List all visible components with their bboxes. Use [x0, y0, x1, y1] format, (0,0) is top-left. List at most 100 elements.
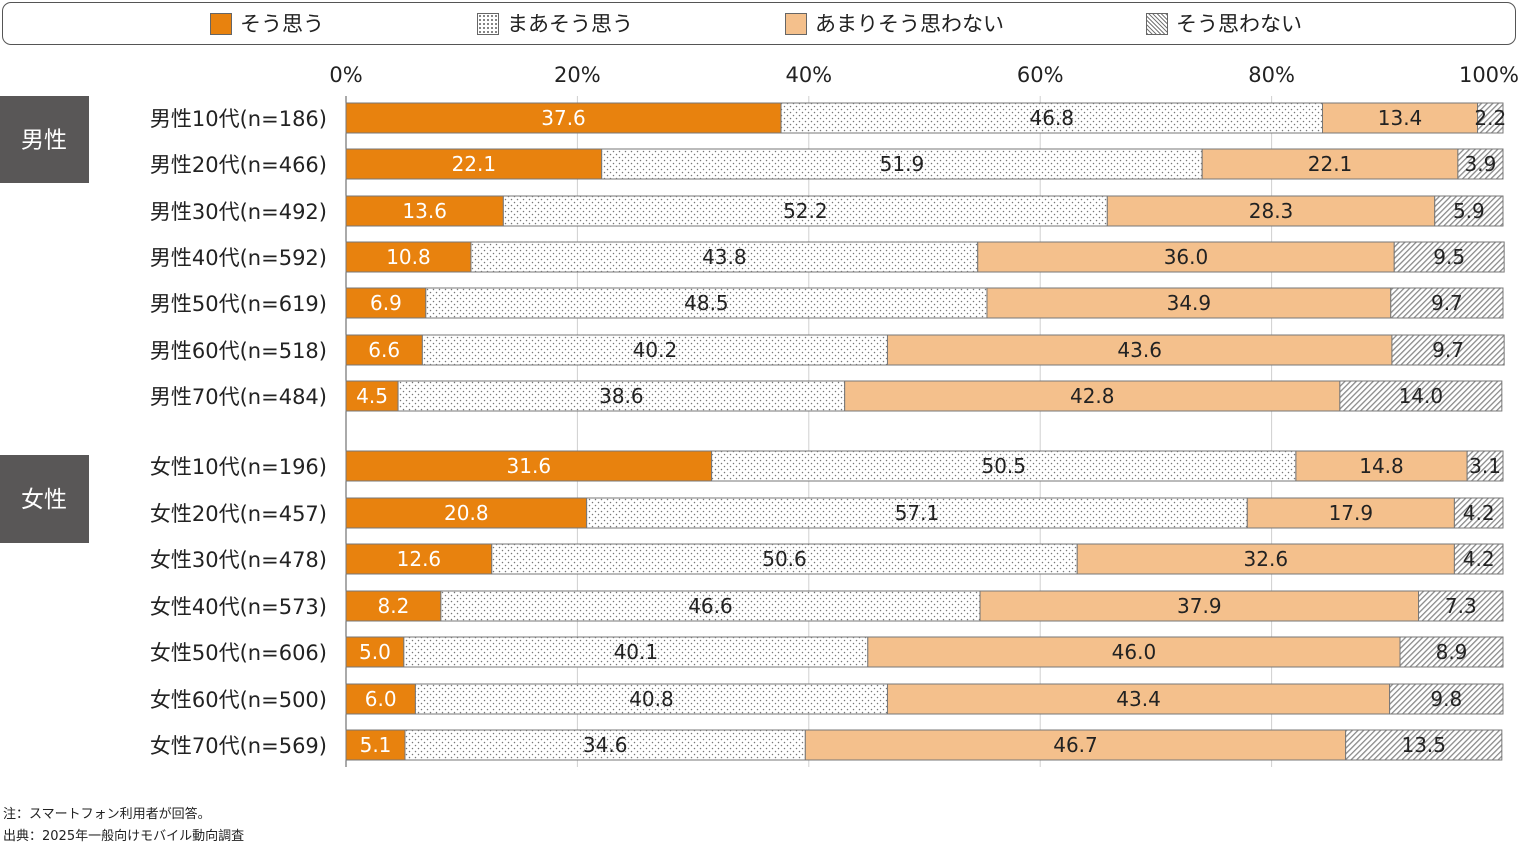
bar-segment — [1418, 590, 1504, 622]
data-label: 3.1 — [1469, 454, 1501, 478]
data-label: 6.0 — [365, 687, 397, 711]
data-label: 46.6 — [688, 594, 733, 618]
data-label: 8.2 — [378, 594, 410, 618]
data-label: 12.6 — [397, 547, 442, 571]
row-label: 女性20代(n=457) — [150, 502, 327, 526]
data-label: 34.6 — [583, 733, 628, 757]
data-label: 43.4 — [1116, 687, 1161, 711]
bar-segment — [804, 729, 1347, 761]
data-label: 10.8 — [386, 245, 431, 269]
data-label: 5.1 — [360, 733, 392, 757]
legend-swatch-0 — [210, 13, 232, 35]
legend-swatch-1 — [477, 13, 499, 35]
bar-segment — [1399, 636, 1504, 668]
data-label: 46.7 — [1053, 733, 1098, 757]
bar-segment — [886, 683, 1391, 715]
source-note: 出典：2025年一般向けモバイル動向調査 — [3, 829, 245, 844]
group-header-label: 女性 — [21, 487, 67, 513]
x-axis-ticks: 0% 20% 40% 60% 80% 100% — [329, 63, 1519, 87]
data-label: 20.8 — [444, 501, 489, 525]
data-label: 6.6 — [368, 338, 400, 362]
bar-segment — [1322, 102, 1479, 134]
bar-segment — [1246, 497, 1455, 529]
legend-item-3: そう思わない — [1146, 11, 1302, 37]
row-label: 女性40代(n=573) — [150, 595, 327, 619]
legend-label-2: あまりそう思わない — [815, 12, 1004, 36]
data-label: 46.8 — [1030, 106, 1075, 130]
row-label: 女性50代(n=606) — [150, 641, 327, 665]
bar-segment — [1453, 497, 1504, 529]
bar-segment — [345, 102, 782, 134]
bar-segment — [1106, 195, 1436, 227]
data-label: 37.9 — [1177, 594, 1222, 618]
legend-swatch-3 — [1146, 13, 1168, 35]
data-label: 48.5 — [684, 291, 729, 315]
data-label: 13.5 — [1401, 733, 1446, 757]
data-label: 14.0 — [1399, 384, 1444, 408]
bar-segment — [397, 380, 846, 412]
data-label: 32.6 — [1244, 547, 1289, 571]
row-label: 男性10代(n=186) — [150, 107, 327, 131]
row-label: 女性10代(n=196) — [150, 455, 327, 479]
data-label: 51.9 — [880, 152, 925, 176]
legend-item-0: そう思う — [210, 11, 324, 37]
legend: そう思う まあそう思う あまりそう思わない そう思わない — [2, 2, 1516, 45]
row-label: 男性20代(n=466) — [150, 153, 327, 177]
legend-item-2: あまりそう思わない — [785, 11, 1004, 37]
bar-segment — [1339, 380, 1503, 412]
row-label: 女性70代(n=569) — [150, 734, 327, 758]
row-label: 女性30代(n=478) — [150, 548, 327, 572]
data-label: 6.9 — [370, 291, 402, 315]
row-label: 男性60代(n=518) — [150, 339, 327, 363]
data-label: 13.6 — [402, 199, 447, 223]
data-label: 40.2 — [633, 338, 678, 362]
data-label: 4.2 — [1463, 547, 1495, 571]
bar-segment — [345, 543, 493, 575]
row-label: 男性30代(n=492) — [150, 200, 327, 224]
bar-segment — [1391, 334, 1505, 366]
bar-segment — [345, 683, 416, 715]
data-label: 9.8 — [1430, 687, 1462, 711]
data-label: 43.8 — [702, 245, 747, 269]
x-tick-label: 40% — [785, 63, 832, 87]
data-label: 34.9 — [1167, 291, 1212, 315]
bar-segment — [1201, 148, 1459, 180]
bar-segment — [1453, 543, 1504, 575]
bar-segment — [867, 636, 1401, 668]
bar-segment — [977, 241, 1395, 273]
legend-item-1: まあそう思う — [477, 11, 633, 37]
bar-segment — [345, 450, 713, 482]
bar-segment — [403, 636, 869, 668]
bar-segment — [1345, 729, 1503, 761]
bar-segment — [1295, 450, 1468, 482]
data-label: 9.7 — [1432, 338, 1464, 362]
bar-segment — [979, 590, 1420, 622]
group-header-box — [0, 96, 89, 183]
bars: 37.6 46.8 13.4 2.2 22.1 51.9 22.1 3.9 13.6 52.2 28… — [345, 102, 1506, 761]
bar-segment — [345, 380, 399, 412]
bar-segment — [844, 380, 1341, 412]
bar-segment — [345, 148, 603, 180]
data-label: 5.0 — [359, 640, 391, 664]
x-tick-label: 80% — [1248, 63, 1295, 87]
bar-segment — [1390, 287, 1504, 319]
data-label: 22.1 — [1308, 152, 1353, 176]
data-label: 2.2 — [1474, 106, 1506, 130]
bar-segment — [1389, 683, 1504, 715]
x-tick-label: 20% — [554, 63, 601, 87]
bar-segment — [425, 287, 988, 319]
row-label: 男性40代(n=592) — [150, 246, 327, 270]
row-labels: 男性10代(n=186) 男性20代(n=466) 男性30代(n=492) 男性40… — [150, 107, 327, 758]
data-label: 17.9 — [1329, 501, 1374, 525]
data-label: 9.7 — [1431, 291, 1463, 315]
legend-swatch-2 — [785, 13, 807, 35]
data-label: 57.1 — [895, 501, 940, 525]
data-label: 40.8 — [629, 687, 674, 711]
bar-segment — [886, 334, 1393, 366]
footnote: 注：スマートフォン利用者が回答。 — [3, 807, 211, 822]
data-label: 31.6 — [507, 454, 552, 478]
bar-segment — [345, 334, 423, 366]
data-label: 5.9 — [1453, 199, 1485, 223]
data-label: 28.3 — [1249, 199, 1294, 223]
